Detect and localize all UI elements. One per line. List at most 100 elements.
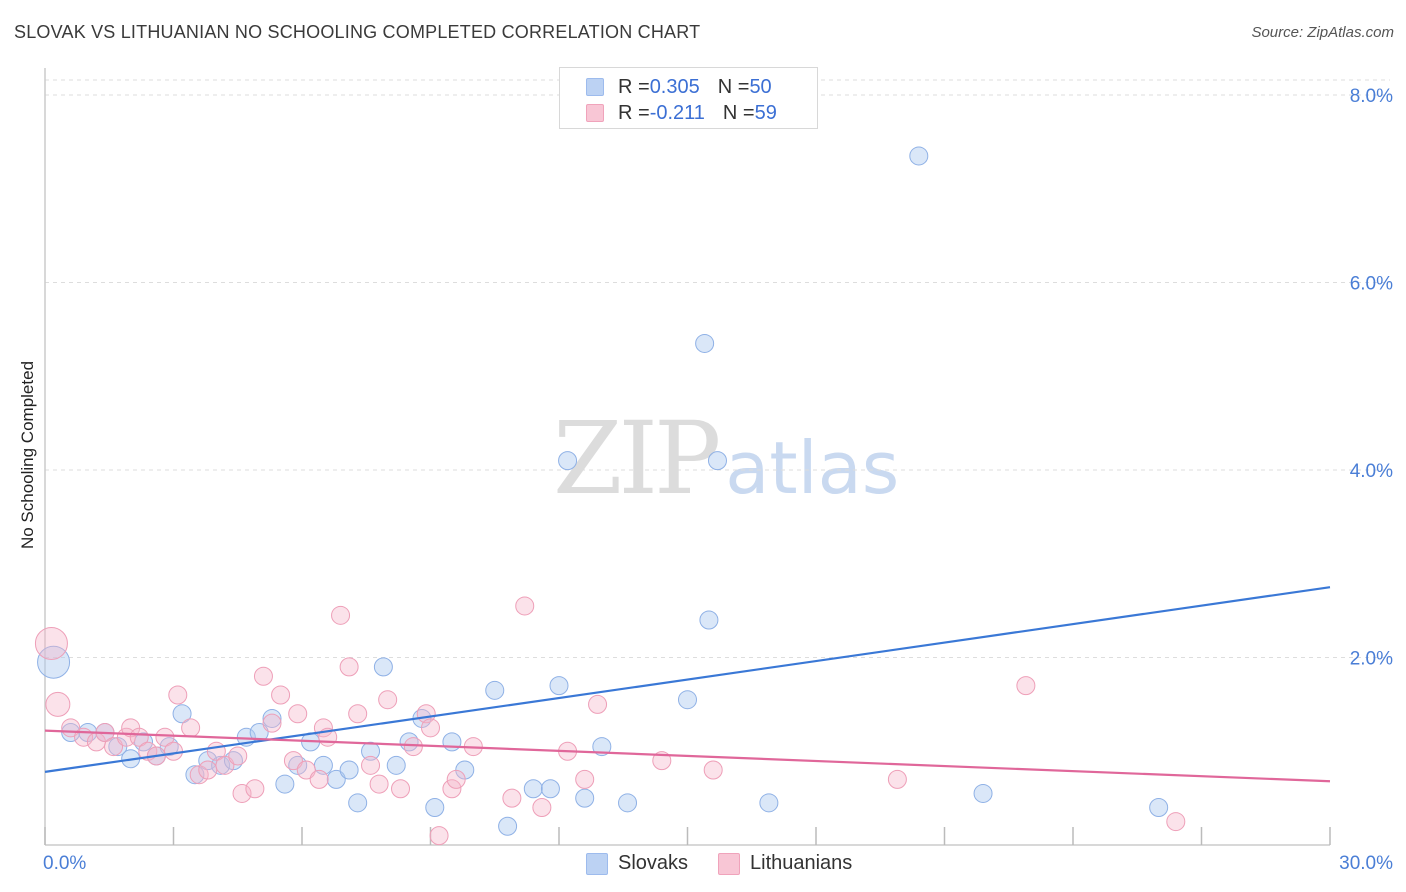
point-lithuanians xyxy=(34,626,68,660)
legend-r-value: 0.305 xyxy=(649,75,700,98)
chart-title: SLOVAK VS LITHUANIAN NO SCHOOLING COMPLE… xyxy=(14,22,701,42)
point-lithuanians xyxy=(283,751,303,771)
point-slovaks xyxy=(618,793,638,813)
point-lithuanians xyxy=(348,704,368,724)
point-slovaks xyxy=(373,657,393,677)
point-lithuanians xyxy=(245,779,265,799)
point-lithuanians xyxy=(271,685,291,705)
point-slovaks xyxy=(442,732,462,752)
y-tick-label: 2.0% xyxy=(1350,649,1393,670)
point-lithuanians xyxy=(253,666,273,686)
point-lithuanians xyxy=(232,783,252,803)
point-lithuanians xyxy=(189,765,209,785)
point-slovaks xyxy=(973,783,993,803)
point-slovaks xyxy=(695,333,715,353)
legend-n-value: 50 xyxy=(749,75,772,98)
point-lithuanians xyxy=(198,760,218,780)
series-legend-slovaks: Slovaks xyxy=(586,852,688,875)
point-slovaks xyxy=(348,793,368,813)
point-slovaks xyxy=(498,816,518,836)
point-lithuanians xyxy=(378,690,398,710)
point-lithuanians xyxy=(703,760,723,780)
point-slovaks xyxy=(485,680,505,700)
point-lithuanians xyxy=(502,788,522,808)
point-slovaks xyxy=(361,741,381,761)
legend-row-slovaks: R = 0.305 N = 50 xyxy=(586,74,772,100)
point-lithuanians xyxy=(429,826,449,846)
point-lithuanians xyxy=(168,685,188,705)
series-swatch-lithuanians xyxy=(718,852,740,875)
series-swatch-slovaks xyxy=(586,852,608,875)
point-lithuanians xyxy=(588,694,608,714)
legend-r-label: R = xyxy=(618,101,650,124)
legend-n-label: N = xyxy=(717,75,750,98)
correlation-legend: R = 0.305 N = 50 R = -0.211 N = 59 xyxy=(559,67,818,129)
point-slovaks xyxy=(211,755,231,775)
point-slovaks xyxy=(386,755,406,775)
series-legend-lithuanians: Lithuanians xyxy=(718,852,852,875)
point-slovaks xyxy=(549,676,569,696)
point-lithuanians xyxy=(164,741,183,761)
point-slovaks xyxy=(275,774,295,794)
legend-swatch-lithuanians xyxy=(586,104,604,122)
point-slovaks xyxy=(575,788,595,808)
point-lithuanians xyxy=(339,657,359,677)
point-lithuanians xyxy=(215,755,235,775)
point-lithuanians xyxy=(369,774,389,794)
point-slovaks xyxy=(699,610,719,630)
point-lithuanians xyxy=(361,755,381,775)
y-tick-label: 4.0% xyxy=(1350,461,1393,482)
point-lithuanians xyxy=(446,769,466,789)
point-lithuanians xyxy=(129,727,149,747)
trend-line-slovaks xyxy=(44,586,1331,773)
point-lithuanians xyxy=(296,760,316,780)
point-slovaks xyxy=(185,765,205,785)
point-slovaks xyxy=(558,451,578,471)
point-slovaks xyxy=(37,645,71,679)
point-slovaks xyxy=(678,690,697,710)
watermark-zip: ZIP xyxy=(553,400,721,517)
point-lithuanians xyxy=(1016,676,1036,696)
point-slovaks xyxy=(909,146,929,166)
point-lithuanians xyxy=(532,798,552,817)
point-lithuanians xyxy=(391,779,411,799)
source-label: Source: ZipAtlas.com xyxy=(1251,24,1394,41)
legend-r-label: R = xyxy=(618,75,650,98)
series-label-lithuanians: Lithuanians xyxy=(750,852,853,874)
point-lithuanians xyxy=(288,704,308,724)
point-slovaks xyxy=(262,708,282,728)
point-slovaks xyxy=(172,704,192,724)
point-slovaks xyxy=(326,769,346,789)
point-lithuanians xyxy=(155,727,175,747)
point-lithuanians xyxy=(181,718,201,738)
point-lithuanians xyxy=(442,779,462,799)
legend-n-value: 59 xyxy=(754,101,777,124)
legend-r-value: -0.211 xyxy=(649,101,705,124)
point-lithuanians xyxy=(421,718,440,738)
point-slovaks xyxy=(540,779,560,799)
point-slovaks xyxy=(592,737,612,757)
x-tick-label: 0.0% xyxy=(43,853,86,874)
legend-row-lithuanians: R = -0.211 N = 59 xyxy=(586,100,777,126)
point-lithuanians xyxy=(331,605,351,625)
series-label-slovaks: Slovaks xyxy=(618,852,689,874)
watermark-atlas: atlas xyxy=(725,426,900,510)
trend-line-lithuanians xyxy=(44,729,1331,783)
point-lithuanians xyxy=(887,769,907,789)
legend-n-label: N = xyxy=(722,101,755,124)
point-lithuanians xyxy=(104,737,124,757)
watermark: ZIP atlas xyxy=(553,400,899,517)
point-slovaks xyxy=(1149,798,1169,817)
point-lithuanians xyxy=(403,737,423,757)
y-tick-label: 8.0% xyxy=(1350,86,1393,107)
point-slovaks xyxy=(425,798,445,817)
x-tick-label: 30.0% xyxy=(1339,853,1393,874)
point-lithuanians xyxy=(228,746,248,766)
point-slovaks xyxy=(759,793,779,813)
point-lithuanians xyxy=(515,596,535,616)
point-lithuanians xyxy=(1166,812,1186,832)
point-slovaks xyxy=(523,779,543,799)
point-lithuanians xyxy=(309,769,329,789)
legend-swatch-slovaks xyxy=(586,78,604,96)
